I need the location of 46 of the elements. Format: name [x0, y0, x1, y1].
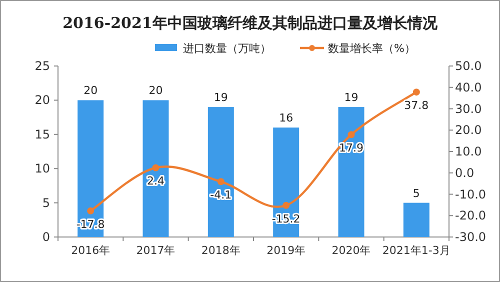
bar	[78, 100, 104, 237]
data-label: -4.1	[210, 188, 232, 202]
data-label: 20	[148, 84, 163, 98]
x-tick-label: 2021年1-3月	[382, 244, 450, 257]
point	[152, 164, 160, 172]
y-tick-label: 15	[34, 127, 50, 142]
bar	[338, 107, 364, 237]
y-tick-label: 5	[42, 196, 50, 210]
legend-label: 进口数量（万吨）	[183, 42, 271, 55]
legend-label: 数量增长率（%）	[328, 42, 416, 55]
bar	[273, 128, 300, 237]
y2-tick-label: 20.0	[455, 123, 482, 138]
y2-tick-label: 30.0	[455, 102, 482, 116]
data-label: 16	[279, 112, 294, 125]
y2-tick-label: 0.0	[455, 166, 474, 180]
x-tick-label: 2020年	[332, 244, 371, 257]
y2-tick-label: 40.0	[455, 80, 482, 94]
data-label: 5	[412, 186, 420, 200]
point	[282, 202, 290, 209]
chart-title: 2016-2021年中国玻璃纤维及其制品进口量及增长情况	[62, 14, 438, 32]
y2-tick-label: 10.0	[455, 144, 482, 158]
y2-tick-label: -30.0	[455, 230, 486, 244]
data-label: 19	[344, 91, 358, 104]
y2-tick-label: -20.0	[455, 208, 486, 223]
x-tick-label: 2019年	[266, 244, 306, 257]
y2-tick-label: -10.0	[455, 187, 486, 202]
y-tick-label: 20	[34, 93, 50, 108]
y2-tick-label: 50.0	[455, 59, 482, 73]
data-label: 17.9	[339, 142, 364, 155]
data-label: 20	[84, 84, 98, 98]
x-tick-label: 2018年	[201, 244, 240, 257]
data-label: 37.8	[404, 99, 429, 112]
point	[87, 207, 94, 214]
y-tick-label: 10	[34, 162, 50, 176]
point	[412, 88, 420, 96]
x-tick-label: 2017年	[136, 244, 176, 257]
bar	[403, 202, 430, 237]
point	[348, 131, 355, 138]
y-tick-label: 25	[34, 59, 50, 73]
bar	[142, 100, 169, 237]
data-label: 19	[214, 91, 228, 104]
y-tick-label: 0	[42, 230, 50, 244]
point	[217, 178, 224, 186]
bar	[208, 107, 234, 237]
x-tick-label: 2016年	[71, 244, 110, 257]
data-label: 2.4	[147, 174, 164, 188]
